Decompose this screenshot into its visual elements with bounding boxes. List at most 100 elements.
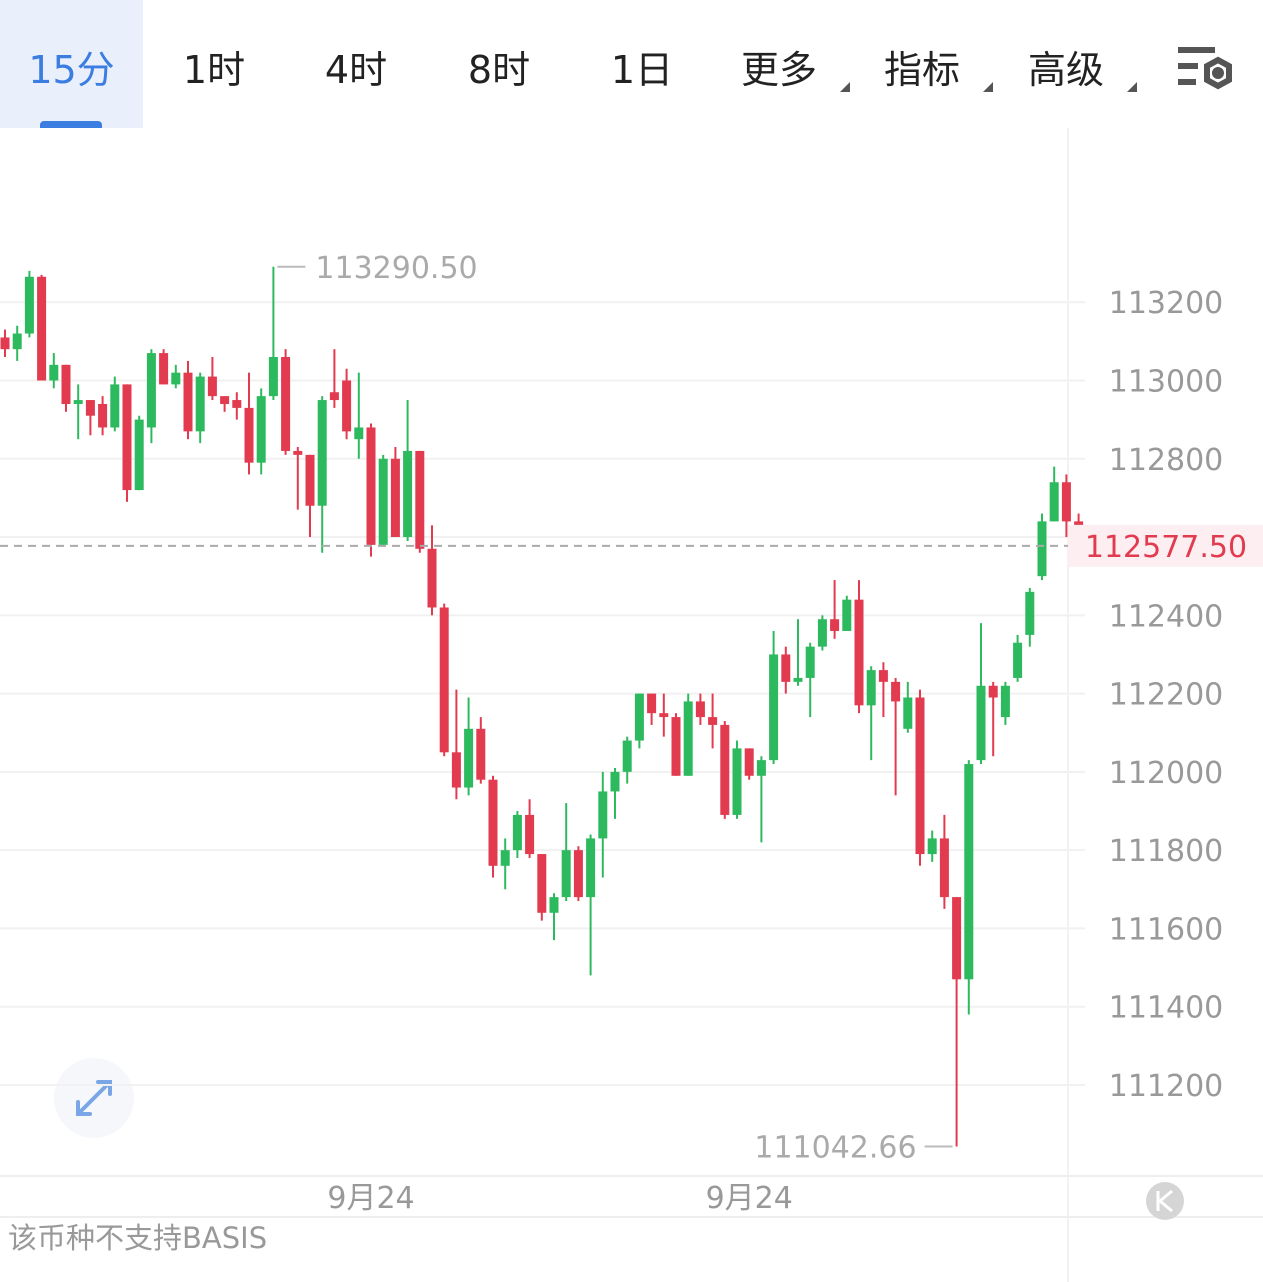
candle-body — [1013, 642, 1023, 678]
candle-body — [427, 548, 437, 608]
candle-body — [159, 353, 169, 385]
candle-body — [415, 450, 425, 549]
tab[interactable]: 1日 — [610, 48, 674, 92]
candle-body — [293, 450, 303, 455]
candle-body — [842, 599, 852, 631]
candle-body — [817, 619, 827, 647]
candle-body — [732, 748, 742, 815]
y-tick-label: 112400 — [1109, 599, 1224, 634]
candle-body — [1049, 482, 1059, 522]
candle-body — [98, 403, 108, 428]
candle-body — [781, 654, 791, 682]
candle-body — [281, 357, 291, 451]
candle-body — [403, 450, 413, 538]
tab[interactable]: 更多 — [740, 48, 817, 92]
candle-body — [634, 693, 644, 741]
candle-body — [671, 717, 681, 776]
y-tick-label: 111400 — [1109, 991, 1224, 1026]
candle-body — [476, 728, 486, 780]
expand-button[interactable] — [54, 1058, 134, 1138]
candle-body — [49, 364, 59, 381]
candle-body — [647, 693, 657, 714]
candle-body — [952, 897, 962, 980]
y-tick-label: 113200 — [1109, 286, 1224, 321]
candle-body — [317, 400, 327, 506]
last-price-label: 112577.50 — [1085, 530, 1247, 565]
candle-body — [1000, 685, 1010, 718]
candle-body — [927, 838, 937, 855]
candle-body — [366, 427, 376, 545]
candle-body — [549, 897, 559, 913]
candle-body — [695, 701, 705, 718]
candle-body — [525, 814, 535, 855]
y-tick-label: 113000 — [1109, 364, 1224, 399]
tab[interactable]: 4时 — [324, 48, 388, 92]
candle-body — [37, 276, 47, 381]
candle-body — [378, 458, 388, 545]
candle-body — [573, 850, 583, 898]
candle-body — [964, 764, 974, 980]
candle-body — [854, 599, 864, 706]
x-tick-label: 9月24 — [327, 1181, 414, 1216]
candle-body — [342, 380, 352, 432]
tab[interactable]: 高级 — [1027, 48, 1104, 92]
candle-body — [390, 458, 400, 538]
candle-body — [146, 353, 156, 428]
timeframe-tabs: 15分 1时 4时 8时 1日 更多 指标 高级 — [0, 0, 1263, 128]
y-tick-label: 111600 — [1109, 912, 1224, 947]
settings-icon[interactable] — [1178, 47, 1232, 90]
candle-body — [232, 400, 242, 408]
candle-body — [244, 407, 254, 463]
candle-body — [769, 654, 779, 761]
tab[interactable]: 8时 — [467, 48, 531, 92]
candle-body — [12, 333, 22, 350]
candle-body — [537, 854, 547, 913]
candle-body — [659, 713, 669, 718]
candle-body — [891, 681, 901, 702]
candle-body — [439, 607, 449, 753]
candle-body — [0, 337, 10, 350]
candle-body — [134, 419, 144, 491]
candle-body — [866, 670, 876, 706]
candle-body — [110, 384, 120, 428]
candle-body — [988, 685, 998, 698]
candle-body — [708, 717, 718, 725]
y-tick-label: 112000 — [1109, 756, 1224, 791]
candle-body — [793, 677, 803, 682]
candle-body — [464, 728, 474, 788]
candle-body — [305, 454, 315, 506]
candle-body — [830, 619, 840, 631]
kline-toggle[interactable] — [1146, 1182, 1184, 1220]
last-price-box — [1068, 524, 1263, 567]
candle-body — [683, 701, 693, 776]
candle-body — [122, 384, 132, 491]
candle-body — [451, 752, 461, 788]
candle-body — [622, 740, 632, 772]
candle-body — [207, 376, 217, 397]
candle-body — [756, 760, 766, 776]
candle-body — [329, 392, 339, 401]
dropdown-arrow — [840, 82, 850, 92]
candle-body — [976, 685, 986, 761]
candle-body — [915, 697, 925, 855]
annotation-label: 113290.50 — [315, 251, 477, 286]
y-tick-label: 111800 — [1109, 834, 1224, 869]
annotation-label: 111042.66 — [754, 1131, 916, 1166]
candle-body — [512, 814, 522, 851]
candle-body — [256, 396, 266, 463]
candle-body — [488, 779, 498, 866]
candle-body — [73, 400, 83, 404]
tab[interactable]: 15分 — [0, 0, 143, 128]
x-tick-label: 9月24 — [706, 1181, 793, 1216]
candle-body — [598, 791, 608, 839]
candle-body — [354, 427, 364, 440]
candle-body — [1025, 591, 1035, 635]
candle-body — [939, 838, 949, 898]
candle-body — [195, 376, 205, 432]
tab[interactable]: 1时 — [182, 48, 246, 92]
tab[interactable]: 指标 — [883, 48, 960, 92]
y-tick-label: 112800 — [1109, 443, 1224, 478]
candle-body — [61, 364, 71, 404]
